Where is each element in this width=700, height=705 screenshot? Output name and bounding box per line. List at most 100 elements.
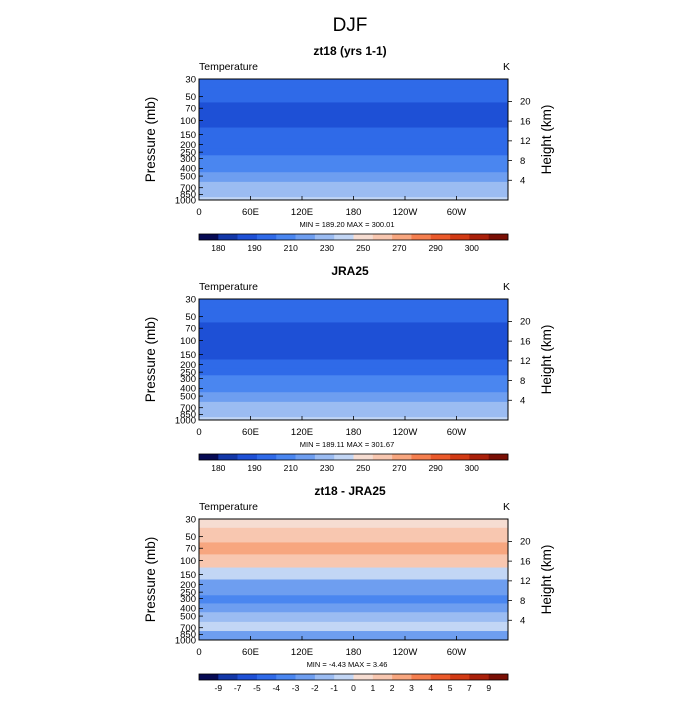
colorbar-swatch xyxy=(392,234,412,240)
y-tick-label: 150 xyxy=(180,130,196,141)
colorbar-label: 230 xyxy=(320,243,334,253)
contour-band xyxy=(199,172,508,183)
y-tick-label: 400 xyxy=(180,384,196,395)
colorbar-swatch xyxy=(237,454,258,460)
units-label: K xyxy=(503,501,510,513)
colorbar-label: 190 xyxy=(247,463,261,473)
colorbar-label: 290 xyxy=(428,243,442,253)
contour-band xyxy=(199,181,508,192)
colorbar-swatch xyxy=(430,674,451,680)
contour-field xyxy=(199,519,508,641)
colorbar-label: 180 xyxy=(211,243,225,253)
colorbar-swatch xyxy=(450,454,470,460)
height-axis: 20 16 12 8 4 xyxy=(508,537,531,627)
colorbar-swatch xyxy=(199,674,219,680)
colorbar-swatch xyxy=(450,234,470,240)
colorbar-swatch xyxy=(469,234,489,240)
y-tick-label: 300 xyxy=(180,154,196,165)
contour-band xyxy=(199,79,508,89)
contour-band xyxy=(199,322,508,335)
colorbar-label: 210 xyxy=(284,243,298,253)
y-tick-label: 150 xyxy=(180,350,196,361)
x-tick-label: 60E xyxy=(242,427,259,438)
contour-band xyxy=(199,401,508,412)
y-tick-label: 30 xyxy=(185,514,196,525)
y-tick-label: 30 xyxy=(185,294,196,305)
colorbar-swatch xyxy=(295,234,316,240)
y-tick-label: 100 xyxy=(180,116,196,127)
colorbar-label: 290 xyxy=(428,463,442,473)
contour-band xyxy=(199,299,508,309)
contour-band xyxy=(199,588,508,596)
colorbar-label: 250 xyxy=(356,463,370,473)
colorbar-label: 300 xyxy=(465,243,479,253)
colorbar-frame xyxy=(198,673,509,681)
colorbar-swatch xyxy=(314,674,335,680)
colorbar-label: 3 xyxy=(409,683,414,693)
colorbar-label: -1 xyxy=(330,683,338,693)
contour-band xyxy=(199,621,508,632)
colorbar: -9 -7 -5 -4 -3 -2 -1 0 1 2 3 4 5 7 9 xyxy=(198,673,509,693)
x-tick-label: 60W xyxy=(447,207,467,218)
colorbar-label: 7 xyxy=(467,683,472,693)
contour-band xyxy=(199,603,508,613)
height-tick-label: 4 xyxy=(520,176,525,187)
colorbar-swatch xyxy=(450,674,470,680)
longitude-axis: 0 60E 120E 180 120W 60W xyxy=(196,636,466,658)
y-tick-label: 70 xyxy=(185,544,196,555)
colorbar-label: -9 xyxy=(215,683,223,693)
colorbar-swatch xyxy=(353,234,374,240)
y-tick-label: 300 xyxy=(180,594,196,605)
height-tick-label: 12 xyxy=(520,136,531,147)
x-tick-label: 120W xyxy=(393,427,418,438)
stats-label: MIN = 189.20 MAX = 300.01 xyxy=(299,220,394,229)
colorbar-label: 190 xyxy=(247,243,261,253)
units-label: K xyxy=(503,61,510,73)
x-tick-label: 0 xyxy=(196,647,201,658)
contour-band xyxy=(199,519,508,529)
contour-band xyxy=(199,347,508,360)
y-tick-label: 500 xyxy=(180,611,196,622)
y-tick-label: 250 xyxy=(180,587,196,598)
contour-band xyxy=(199,375,508,384)
variable-label: Temperature xyxy=(199,501,258,513)
colorbar-swatch xyxy=(256,674,277,680)
colorbar-swatch xyxy=(256,234,277,240)
stats-label: MIN = -4.43 MAX = 3.46 xyxy=(307,660,388,669)
colorbar-swatch xyxy=(469,674,489,680)
contour-band xyxy=(199,87,508,103)
y-tick-label: 1000 xyxy=(175,415,196,426)
contour-band xyxy=(199,307,508,323)
y-tick-label: 850 xyxy=(180,410,196,421)
colorbar-swatch xyxy=(295,674,316,680)
contour-field xyxy=(199,299,508,421)
y-tick-label: 50 xyxy=(185,532,196,543)
colorbar-label: -3 xyxy=(292,683,300,693)
colorbar-swatch xyxy=(392,454,412,460)
colorbar-swatch xyxy=(237,674,258,680)
contour-band xyxy=(199,334,508,349)
contour-band xyxy=(199,542,508,555)
colorbar-label: 4 xyxy=(428,683,433,693)
colorbar-swatch xyxy=(372,454,393,460)
colorbar-label: -2 xyxy=(311,683,319,693)
height-tick-label: 20 xyxy=(520,97,531,108)
colorbar-swatch xyxy=(334,674,354,680)
colorbar-label: 180 xyxy=(211,463,225,473)
contour-band xyxy=(199,148,508,156)
colorbar-swatch xyxy=(488,674,509,680)
x-tick-label: 120W xyxy=(393,647,418,658)
y-tick-label: 500 xyxy=(180,391,196,402)
y-tick-label: 200 xyxy=(180,360,196,371)
contour-band xyxy=(199,191,508,198)
y-axis-label-left: Pressure (mb) xyxy=(143,317,158,403)
longitude-axis: 0 60E 120E 180 120W 60W xyxy=(196,196,466,218)
y-tick-label: 250 xyxy=(180,147,196,158)
y-tick-label: 70 xyxy=(185,324,196,335)
colorbar-swatch xyxy=(392,674,412,680)
colorbar-swatch xyxy=(199,454,219,460)
y-axis-label-left: Pressure (mb) xyxy=(143,537,158,623)
